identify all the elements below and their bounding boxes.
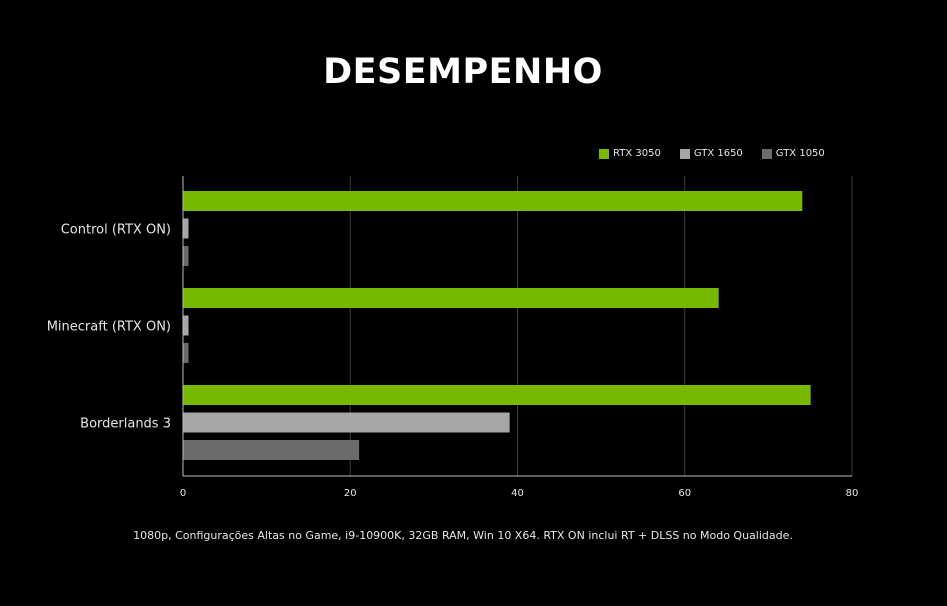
- bar-gtx1650-1: [183, 218, 189, 239]
- legend-item-rtx3050: RTX 3050: [599, 148, 661, 159]
- legend-swatch-gtx1650: [679, 148, 690, 159]
- x-tick-label-60: 60: [678, 488, 691, 499]
- legend-swatch-gtx1050: [761, 148, 772, 159]
- chart-title: DESEMPENHO: [323, 52, 603, 92]
- x-tick-label-0: 0: [180, 488, 186, 499]
- x-tick-label-40: 40: [511, 488, 524, 499]
- legend-label-gtx1050: GTX 1050: [775, 148, 825, 159]
- legend-swatch-rtx3050: [599, 148, 609, 159]
- legend-item-gtx1050: GTX 1050: [761, 148, 825, 159]
- category-label-2: Minecraft (RTX ON): [47, 320, 171, 335]
- legend-label-rtx3050: RTX 3050: [613, 148, 661, 159]
- bar-gtx1050-3: [183, 440, 360, 460]
- bar-gtx1050-2: [183, 343, 189, 363]
- legend-item-gtx1650: GTX 1650: [679, 148, 743, 159]
- bar-gtx1650-2: [183, 315, 189, 336]
- bar-gtx1650-3: [183, 412, 510, 433]
- bar-rtx3050-3: [183, 385, 811, 405]
- category-label-1: Control (RTX ON): [61, 223, 171, 238]
- x-tick-label-80: 80: [846, 488, 859, 499]
- chart-legend: RTX 3050 GTX 1650 GTX 1050: [599, 148, 844, 159]
- footnote: 1080p, Configurações Altas no Game, i9-1…: [133, 529, 793, 542]
- bar-rtx3050-1: [183, 191, 803, 211]
- category-label-3: Borderlands 3: [80, 417, 171, 432]
- bar-rtx3050-2: [183, 288, 719, 308]
- legend-label-gtx1650: GTX 1650: [693, 148, 743, 159]
- x-tick-label-20: 20: [344, 488, 357, 499]
- bar-gtx1050-1: [183, 246, 189, 266]
